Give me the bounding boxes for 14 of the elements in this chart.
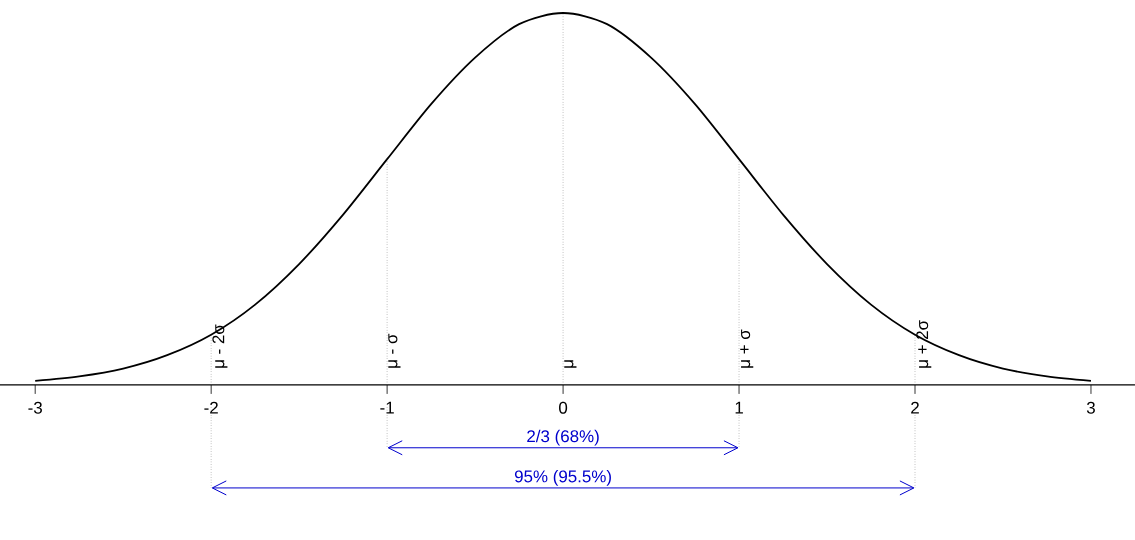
text: 95% (95.5%): [514, 469, 611, 486]
x-tick-label: 1: [735, 401, 743, 414]
ref-line-label: μ: [564, 360, 577, 368]
x-tick-label: -3: [28, 401, 42, 414]
x-tick-label: -2: [204, 401, 218, 414]
x-tick-label: 0: [559, 401, 568, 414]
x-tick-label: -1: [380, 401, 394, 414]
ref-line-label: μ + 2σ: [916, 320, 932, 368]
x-tick-label: 3: [1086, 401, 1095, 414]
ref-line-label: μ - 2σ: [212, 324, 228, 368]
text: 2/3 (68%): [527, 429, 599, 446]
ref-line-label: μ + σ: [740, 329, 754, 368]
ref-line-label: μ - σ: [388, 333, 401, 368]
x-tick-label: 2: [911, 401, 919, 414]
